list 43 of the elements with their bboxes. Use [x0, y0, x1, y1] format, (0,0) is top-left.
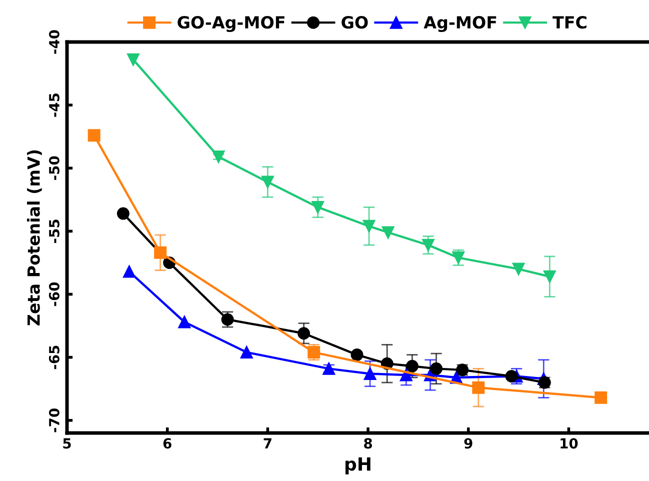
point	[430, 362, 443, 375]
y-tick-label: -60	[48, 282, 60, 306]
y-tick-label: -45	[49, 93, 60, 117]
point	[212, 150, 225, 164]
point	[126, 53, 140, 66]
point	[312, 200, 324, 214]
point	[422, 238, 434, 252]
point	[240, 346, 253, 359]
x-tick-label: 7	[264, 438, 272, 448]
point	[543, 270, 556, 283]
legend-label: TFC	[552, 16, 586, 29]
point	[364, 367, 376, 380]
point	[594, 391, 608, 404]
point	[178, 316, 191, 328]
point	[88, 129, 100, 142]
point	[382, 226, 394, 239]
x-tick-label: 9	[464, 438, 472, 449]
point	[154, 246, 167, 259]
point	[406, 360, 418, 372]
point	[472, 381, 485, 394]
y-tick-label: -65	[48, 346, 60, 370]
point	[298, 327, 310, 340]
point	[116, 207, 130, 220]
y-tick-label: -70	[48, 408, 60, 432]
point	[261, 176, 274, 188]
y-axis-title: Zeta Potenial (mV)	[27, 150, 42, 326]
legend-label: GO	[342, 16, 368, 29]
x-tick-label: 6	[163, 438, 172, 449]
point	[505, 370, 518, 382]
x-tick-label: 8	[364, 438, 372, 449]
legend-label: GO-Ag-MOF	[178, 16, 284, 32]
x-axis-title: pH	[346, 457, 370, 474]
point	[122, 265, 136, 278]
x-tick-label: 5	[63, 438, 71, 449]
point	[362, 220, 376, 232]
legend-label: Ag-MOF	[424, 16, 496, 32]
x-tick-label: 10	[560, 438, 578, 449]
y-tick-label: -55	[49, 220, 60, 243]
point	[400, 368, 412, 382]
y-tick-label: -50	[48, 156, 60, 180]
y-tick-label: -40	[48, 30, 60, 54]
point	[350, 348, 364, 362]
point	[512, 262, 525, 276]
